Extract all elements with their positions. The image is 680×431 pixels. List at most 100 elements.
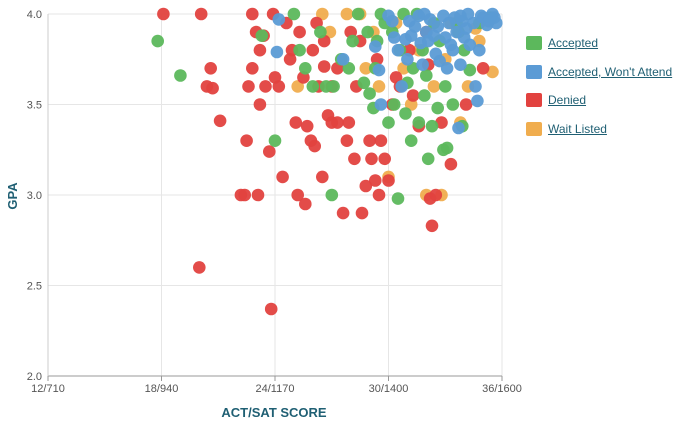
data-point[interactable] — [264, 302, 278, 316]
data-point[interactable] — [425, 119, 439, 133]
data-point[interactable] — [395, 80, 409, 93]
data-point[interactable] — [476, 62, 490, 75]
data-point[interactable] — [246, 7, 259, 21]
data-point[interactable] — [391, 192, 405, 205]
legend-item-wait-listed[interactable]: Wait Listed — [526, 115, 676, 144]
data-point[interactable] — [357, 76, 371, 90]
data-point[interactable] — [342, 116, 356, 129]
data-point[interactable] — [291, 188, 305, 202]
data-point[interactable] — [406, 89, 420, 102]
data-point[interactable] — [316, 7, 329, 21]
data-point[interactable] — [268, 134, 282, 147]
data-point[interactable] — [382, 116, 395, 129]
data-point[interactable] — [406, 62, 420, 75]
data-point[interactable] — [276, 170, 289, 184]
legend-label-denied[interactable]: Denied — [548, 93, 587, 108]
legend-label-accepted[interactable]: Accepted — [548, 36, 599, 51]
data-point[interactable] — [151, 34, 164, 48]
data-point[interactable] — [391, 43, 405, 57]
data-point[interactable] — [340, 134, 354, 147]
data-point[interactable] — [387, 98, 401, 111]
data-point[interactable] — [363, 87, 376, 100]
data-point[interactable] — [306, 80, 320, 93]
data-point[interactable] — [427, 80, 441, 93]
data-point[interactable] — [238, 188, 251, 202]
data-point[interactable] — [272, 13, 286, 26]
data-point[interactable] — [454, 58, 467, 71]
data-point[interactable] — [412, 116, 426, 129]
data-point[interactable] — [421, 152, 435, 166]
data-point[interactable] — [378, 152, 392, 166]
data-point[interactable] — [174, 69, 187, 82]
data-point[interactable] — [317, 60, 331, 73]
data-point[interactable] — [336, 53, 350, 66]
data-point[interactable] — [246, 62, 259, 75]
data-point[interactable] — [431, 101, 445, 115]
data-point[interactable] — [399, 107, 412, 120]
data-point[interactable] — [268, 71, 282, 84]
legend-item-accepted-wont-attend[interactable]: Accepted, Won't Attend — [526, 58, 676, 87]
data-point[interactable] — [316, 170, 329, 184]
data-point[interactable] — [452, 121, 465, 135]
data-point[interactable] — [204, 62, 217, 75]
legend-item-denied[interactable]: Denied — [526, 86, 676, 115]
data-point[interactable] — [382, 174, 395, 187]
data-point[interactable] — [425, 219, 439, 233]
data-point[interactable] — [440, 141, 454, 155]
data-point[interactable] — [240, 134, 253, 147]
data-point[interactable] — [482, 14, 496, 28]
data-point[interactable] — [306, 43, 320, 57]
data-point[interactable] — [314, 25, 327, 39]
data-point[interactable] — [253, 43, 267, 57]
data-point[interactable] — [242, 80, 255, 93]
data-point[interactable] — [463, 63, 477, 77]
legend-label-accepted-wont-attend[interactable]: Accepted, Won't Attend — [548, 64, 673, 79]
data-point[interactable] — [404, 29, 418, 42]
data-point[interactable] — [355, 206, 369, 220]
data-point[interactable] — [471, 94, 484, 108]
data-point[interactable] — [469, 80, 482, 93]
data-point[interactable] — [444, 157, 458, 171]
data-point[interactable] — [194, 7, 208, 21]
data-point[interactable] — [255, 29, 269, 42]
data-point[interactable] — [473, 34, 486, 48]
data-point[interactable] — [440, 62, 454, 75]
data-point[interactable] — [346, 34, 359, 48]
data-point[interactable] — [157, 7, 170, 21]
data-point[interactable] — [299, 62, 312, 75]
data-point[interactable] — [263, 145, 276, 158]
data-point[interactable] — [446, 43, 460, 57]
data-point[interactable] — [369, 174, 382, 187]
data-point[interactable] — [291, 80, 305, 93]
data-point[interactable] — [431, 20, 445, 33]
data-point[interactable] — [325, 188, 339, 202]
data-point[interactable] — [206, 81, 219, 95]
data-point[interactable] — [251, 188, 265, 202]
data-point[interactable] — [270, 45, 284, 59]
data-point[interactable] — [363, 134, 376, 147]
data-point[interactable] — [404, 134, 418, 147]
data-point[interactable] — [365, 152, 378, 166]
data-point[interactable] — [348, 152, 361, 166]
data-point[interactable] — [283, 53, 297, 66]
data-point[interactable] — [418, 89, 431, 102]
data-point[interactable] — [293, 43, 306, 57]
legend-label-wait-listed[interactable]: Wait Listed — [548, 121, 607, 136]
data-point[interactable] — [336, 206, 350, 220]
data-point[interactable] — [420, 69, 433, 82]
data-point[interactable] — [361, 25, 375, 39]
data-point[interactable] — [416, 58, 429, 71]
legend-item-accepted[interactable]: Accepted — [526, 29, 676, 58]
data-point[interactable] — [435, 116, 448, 129]
data-point[interactable] — [389, 71, 403, 84]
data-point[interactable] — [193, 261, 206, 274]
data-point[interactable] — [387, 31, 401, 44]
data-point[interactable] — [372, 80, 386, 93]
data-point[interactable] — [420, 25, 433, 39]
data-point[interactable] — [323, 25, 337, 39]
data-point[interactable] — [327, 80, 340, 93]
data-point[interactable] — [473, 43, 486, 57]
data-point[interactable] — [374, 98, 388, 111]
data-point[interactable] — [414, 36, 428, 50]
data-point[interactable] — [342, 62, 356, 75]
